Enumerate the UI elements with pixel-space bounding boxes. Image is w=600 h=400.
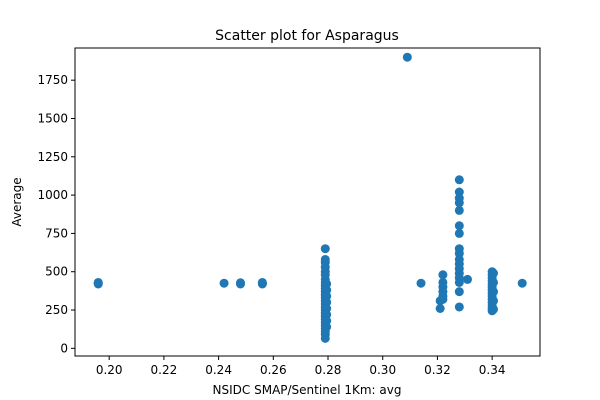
data-point <box>438 270 448 280</box>
y-tick-label: 0 <box>60 341 68 355</box>
x-tick-label: 0.34 <box>479 363 506 377</box>
data-point <box>454 205 464 215</box>
x-tick-label: 0.20 <box>96 363 123 377</box>
chart-title: Scatter plot for Asparagus <box>215 28 399 44</box>
plot-frame <box>74 47 541 357</box>
data-point <box>219 278 229 288</box>
data-point <box>257 277 267 287</box>
x-axis: 0.20 0.22 0.24 0.26 0.28 0.30 0.32 0.34 <box>96 356 506 377</box>
y-tick-label: 1000 <box>37 188 68 202</box>
y-tick-label: 1500 <box>37 111 68 125</box>
data-point <box>435 303 445 313</box>
y-tick-label: 750 <box>45 226 68 240</box>
data-point <box>416 278 426 288</box>
y-axis: 0 250 500 750 1000 1250 1500 1750 <box>37 73 75 355</box>
data-point <box>454 287 464 297</box>
data-point <box>454 198 464 208</box>
data-point <box>517 278 527 288</box>
data-point <box>489 277 498 287</box>
y-tick-label: 250 <box>45 303 68 317</box>
x-axis-label: NSIDC SMAP/Sentinel 1Km: avg <box>213 383 402 397</box>
y-tick-label: 1250 <box>37 150 68 164</box>
data-point <box>454 277 464 287</box>
data-point <box>320 244 330 254</box>
y-axis-label: Average <box>10 177 24 226</box>
data-point <box>438 294 448 304</box>
x-tick-label: 0.28 <box>315 363 342 377</box>
y-tick-label: 500 <box>45 265 68 279</box>
data-point <box>489 268 498 278</box>
data-point <box>463 274 473 284</box>
x-tick-label: 0.24 <box>205 363 232 377</box>
data-point <box>322 322 332 332</box>
data-point <box>489 296 498 306</box>
data-point <box>489 287 498 297</box>
plot-area <box>74 47 541 357</box>
x-tick-label: 0.32 <box>424 363 451 377</box>
x-tick-label: 0.22 <box>151 363 178 377</box>
data-point <box>402 52 412 62</box>
data-points <box>93 52 527 343</box>
data-point <box>489 304 498 314</box>
x-tick-label: 0.30 <box>369 363 396 377</box>
x-tick-label: 0.26 <box>260 363 287 377</box>
data-point <box>454 228 464 238</box>
data-point <box>454 302 464 312</box>
data-point <box>235 278 245 288</box>
data-point <box>320 333 330 343</box>
y-tick-label: 1750 <box>37 73 68 87</box>
data-point <box>454 175 464 185</box>
data-point <box>93 277 103 287</box>
data-point <box>454 221 464 231</box>
